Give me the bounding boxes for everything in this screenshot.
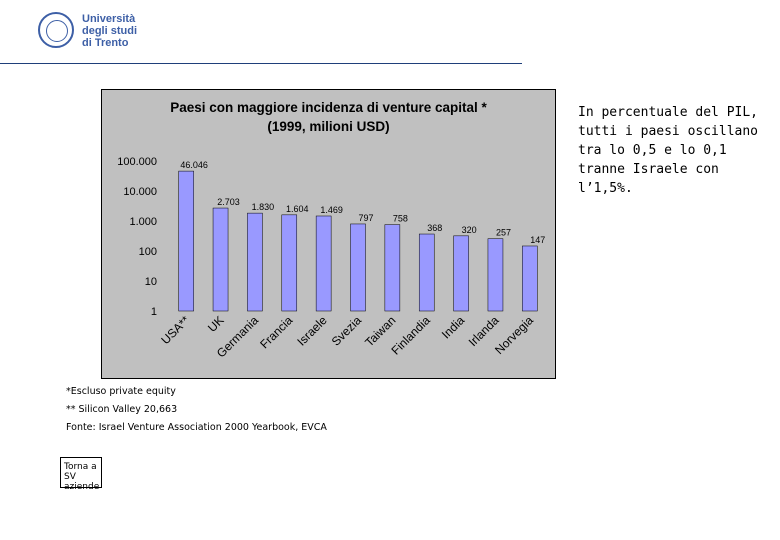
- bar-value-label: 2.703: [217, 197, 240, 207]
- bar: [247, 212, 263, 312]
- bar-value-label: 797: [358, 213, 373, 223]
- bar: [178, 170, 194, 312]
- x-tick-label: UK: [205, 313, 227, 335]
- bar-value-label: 147: [530, 235, 545, 245]
- bar-value-label: 320: [462, 225, 477, 235]
- bar: [350, 223, 366, 312]
- back-to-sv-button[interactable]: Torna a SV aziende: [60, 457, 102, 492]
- bar: [522, 245, 538, 312]
- x-tick-label: USA**: [158, 313, 192, 347]
- bar: [487, 238, 504, 312]
- bar-value-label: 257: [496, 228, 511, 238]
- bar: [384, 224, 401, 312]
- y-tick-label: 10.000: [123, 186, 157, 198]
- y-tick-label: 100: [139, 246, 157, 258]
- header-divider: [0, 63, 522, 64]
- bar: [418, 233, 435, 312]
- logo-line: degli studi: [82, 25, 137, 37]
- x-tick-label: India: [439, 313, 468, 342]
- x-tick-label: Norvegia: [492, 313, 536, 357]
- note-silicon-valley: ** Silicon Valley 20,663: [66, 404, 178, 415]
- y-tick-label: 1.000: [129, 216, 157, 228]
- bar-value-label: 1.830: [252, 202, 275, 212]
- x-tick-label: Svezia: [329, 313, 365, 349]
- chart-title-line1: Paesi con maggiore incidenza di venture …: [170, 100, 487, 115]
- bar-value-label: 1.604: [286, 204, 309, 214]
- bar-value-label: 368: [427, 223, 442, 233]
- logo-line: di Trento: [82, 37, 129, 49]
- bar-value-label: 758: [393, 214, 408, 224]
- bar: [212, 207, 229, 312]
- bar: [281, 214, 298, 312]
- x-tick-label: Finlandia: [389, 313, 434, 358]
- y-tick-label: 100.000: [117, 156, 157, 168]
- university-logo: Università degli studi di Trento: [38, 12, 198, 52]
- note-source: Fonte: Israel Venture Association 2000 Y…: [66, 422, 327, 433]
- bar-chart: 100.000 10.000 1.000 100 10 1 46.046 USA** 2.703…: [117, 156, 545, 360]
- y-tick-label: 1: [151, 306, 157, 318]
- bar: [453, 235, 469, 312]
- chart-title-line2: (1999, milioni USD): [267, 119, 390, 134]
- chart-title: Paesi con maggiore incidenza di venture …: [101, 98, 556, 136]
- x-tick-label: Francia: [257, 313, 295, 351]
- university-seal-icon: [38, 12, 74, 48]
- university-name: Università degli studi di Trento: [82, 13, 137, 49]
- side-commentary: In percentuale del PIL, tutti i paesi os…: [578, 105, 759, 196]
- bar-value-label: 46.046: [180, 160, 208, 170]
- bar: [315, 215, 332, 312]
- x-tick-label: Israele: [294, 313, 330, 349]
- note-private-equity: *Escluso private equity: [66, 386, 176, 397]
- y-tick-label: 10: [145, 276, 157, 288]
- bar-value-label: 1.469: [320, 205, 343, 215]
- logo-line: Università: [82, 13, 136, 25]
